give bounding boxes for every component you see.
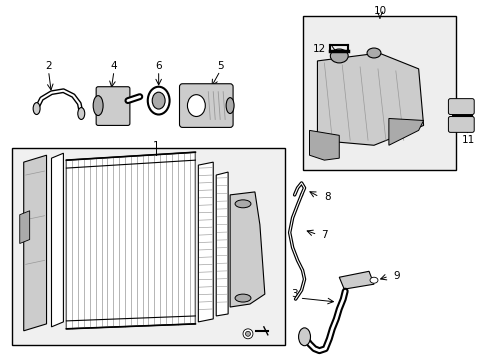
Ellipse shape — [147, 87, 169, 114]
Circle shape — [243, 329, 252, 339]
Polygon shape — [309, 130, 339, 160]
Polygon shape — [24, 155, 46, 331]
Polygon shape — [317, 53, 423, 145]
Polygon shape — [216, 172, 228, 316]
Text: 2: 2 — [45, 61, 52, 71]
Ellipse shape — [33, 103, 40, 114]
Text: 5: 5 — [217, 61, 223, 71]
Ellipse shape — [152, 92, 165, 109]
Text: 11: 11 — [461, 135, 474, 145]
Ellipse shape — [330, 49, 347, 63]
Text: 12: 12 — [312, 44, 325, 54]
FancyBboxPatch shape — [96, 87, 130, 125]
Polygon shape — [388, 118, 423, 145]
FancyBboxPatch shape — [447, 99, 473, 114]
Text: 4: 4 — [110, 61, 117, 71]
Text: 9: 9 — [393, 271, 399, 281]
Bar — [302, 16, 455, 170]
Polygon shape — [20, 211, 30, 243]
Ellipse shape — [369, 277, 377, 283]
Polygon shape — [339, 271, 373, 289]
Text: 8: 8 — [324, 192, 330, 202]
Polygon shape — [51, 153, 63, 327]
Ellipse shape — [93, 96, 103, 116]
Text: 10: 10 — [373, 6, 386, 16]
Text: 7: 7 — [321, 230, 327, 239]
Ellipse shape — [366, 48, 380, 58]
Ellipse shape — [235, 294, 250, 302]
Ellipse shape — [235, 200, 250, 208]
Polygon shape — [230, 192, 264, 307]
Polygon shape — [198, 162, 213, 322]
Ellipse shape — [78, 108, 84, 120]
FancyBboxPatch shape — [447, 117, 473, 132]
Text: 6: 6 — [155, 61, 162, 71]
FancyBboxPatch shape — [179, 84, 233, 127]
Circle shape — [245, 331, 250, 336]
Ellipse shape — [225, 98, 234, 113]
Text: 3: 3 — [291, 289, 297, 299]
Text: 1: 1 — [152, 141, 159, 151]
Ellipse shape — [187, 95, 205, 117]
Bar — [12, 148, 284, 345]
Ellipse shape — [298, 328, 310, 346]
Polygon shape — [66, 152, 195, 329]
